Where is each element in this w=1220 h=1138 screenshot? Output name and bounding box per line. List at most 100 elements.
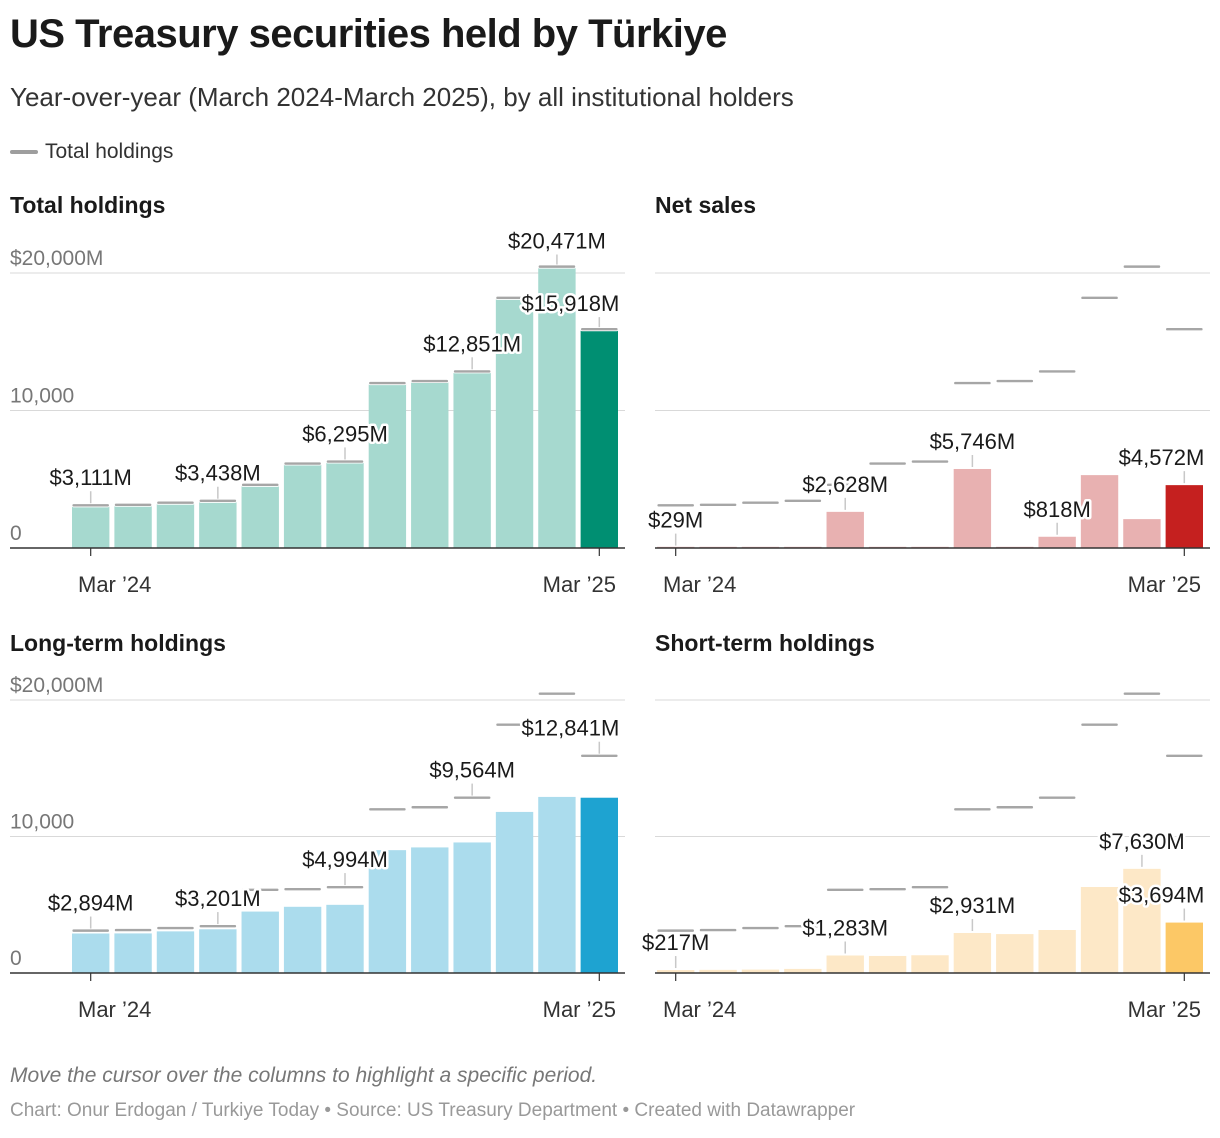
bar bbox=[1038, 536, 1076, 548]
reference-marker bbox=[410, 805, 449, 810]
bar bbox=[580, 797, 618, 973]
reference-marker bbox=[826, 482, 865, 487]
x-tick-label: Mar ’25 bbox=[1128, 572, 1201, 597]
reference-marker bbox=[995, 379, 1034, 384]
data-label: $4,994M bbox=[302, 847, 388, 872]
reference-marker bbox=[156, 926, 195, 931]
data-label: $5,746M bbox=[930, 429, 1016, 454]
y-tick-label: $20,000M bbox=[10, 674, 103, 697]
panel-title-long-term: Long-term holdings bbox=[10, 630, 226, 656]
reference-marker bbox=[368, 381, 407, 386]
bar bbox=[1165, 485, 1203, 548]
data-label: $7,630M bbox=[1099, 829, 1185, 854]
data-label: $217M bbox=[642, 930, 709, 955]
x-tick-label: Mar ’25 bbox=[543, 572, 616, 597]
bar bbox=[911, 955, 949, 973]
bar bbox=[241, 911, 279, 973]
data-label: $3,111M bbox=[50, 465, 132, 490]
data-label: $20,471M bbox=[508, 229, 606, 254]
reference-marker bbox=[241, 482, 280, 487]
bar bbox=[411, 847, 449, 973]
data-label: $6,295M bbox=[302, 421, 388, 446]
bar bbox=[156, 502, 195, 548]
bar bbox=[72, 505, 110, 548]
bar bbox=[699, 969, 737, 973]
data-label: $2,894M bbox=[48, 891, 134, 916]
reference-marker bbox=[783, 924, 822, 929]
bar bbox=[411, 380, 449, 548]
bar bbox=[114, 504, 152, 548]
reference-marker bbox=[537, 691, 577, 696]
x-tick-label: Mar ’24 bbox=[663, 997, 736, 1022]
bar bbox=[580, 329, 618, 548]
reference-marker bbox=[910, 885, 950, 890]
data-label: $3,201M bbox=[175, 886, 261, 911]
bar bbox=[283, 463, 322, 548]
y-tick-label: 0 bbox=[10, 522, 22, 545]
data-label: $818M bbox=[1024, 497, 1091, 522]
reference-marker bbox=[1165, 327, 1204, 332]
reference-marker bbox=[71, 928, 110, 933]
reference-marker bbox=[1122, 264, 1162, 269]
reference-marker bbox=[656, 503, 695, 508]
x-tick-label: Mar ’24 bbox=[663, 572, 736, 597]
bar bbox=[1123, 519, 1161, 548]
bar bbox=[241, 484, 279, 548]
chart-short-term-holdings: Mar ’24 Mar ’25 $217M $1,283M $2,931M $7,630M… bbox=[640, 691, 1210, 1022]
reference-marker bbox=[198, 924, 237, 929]
reference-marker bbox=[198, 498, 237, 503]
reference-marker bbox=[1038, 369, 1077, 374]
bar bbox=[1080, 475, 1119, 548]
page-title: US Treasury securities held by Türkiye bbox=[10, 12, 727, 56]
panel-title-total: Total holdings bbox=[10, 192, 166, 218]
bar bbox=[1123, 868, 1161, 973]
legend: Total holdings bbox=[10, 140, 173, 164]
reference-marker bbox=[241, 887, 280, 892]
bar bbox=[368, 383, 407, 548]
legend-label: Total holdings bbox=[45, 140, 174, 163]
bar bbox=[114, 933, 152, 973]
legend-swatch bbox=[10, 150, 38, 154]
bar bbox=[453, 371, 491, 548]
chart-total-holdings: 0 10,000 $20,000M Mar ’24 Mar ’25 $3,111M $3,4… bbox=[10, 226, 625, 597]
bar bbox=[1165, 922, 1203, 973]
bar bbox=[826, 955, 864, 973]
reference-marker bbox=[698, 928, 738, 933]
bar bbox=[538, 796, 576, 973]
data-label: $12,851M bbox=[423, 331, 521, 356]
reference-marker bbox=[113, 928, 153, 933]
reference-marker bbox=[1165, 753, 1204, 758]
reference-marker bbox=[495, 722, 534, 727]
bar bbox=[741, 969, 780, 973]
x-tick-label: Mar ’25 bbox=[543, 997, 616, 1022]
data-label: $3,694M bbox=[1119, 883, 1205, 908]
bar bbox=[368, 850, 407, 973]
data-label: $3,438M bbox=[175, 461, 261, 486]
reference-marker bbox=[410, 379, 449, 384]
bar bbox=[1080, 887, 1119, 973]
reference-marker bbox=[1038, 795, 1077, 800]
x-tick-label: Mar ’25 bbox=[1128, 997, 1201, 1022]
x-tick-label: Mar ’24 bbox=[78, 572, 151, 597]
reference-marker bbox=[113, 502, 153, 507]
reference-marker bbox=[325, 885, 365, 890]
panel-title-net-sales: Net sales bbox=[655, 192, 757, 218]
reference-marker bbox=[868, 887, 907, 892]
reference-marker bbox=[953, 381, 992, 386]
y-tick-label: $20,000M bbox=[10, 247, 103, 270]
reference-marker bbox=[741, 926, 780, 931]
reference-marker bbox=[325, 459, 365, 464]
reference-marker bbox=[698, 502, 738, 507]
reference-marker bbox=[368, 807, 407, 812]
y-tick-label: 0 bbox=[10, 947, 22, 970]
panel-title-short-term: Short-term holdings bbox=[655, 630, 875, 656]
bar bbox=[953, 468, 992, 548]
bar bbox=[199, 929, 237, 973]
bar bbox=[538, 266, 576, 548]
reference-marker bbox=[495, 295, 534, 300]
reference-marker bbox=[283, 461, 322, 466]
reference-marker bbox=[580, 753, 619, 758]
data-label: $2,931M bbox=[930, 893, 1016, 918]
reference-marker bbox=[283, 887, 322, 892]
data-label: $12,841M bbox=[521, 716, 619, 741]
